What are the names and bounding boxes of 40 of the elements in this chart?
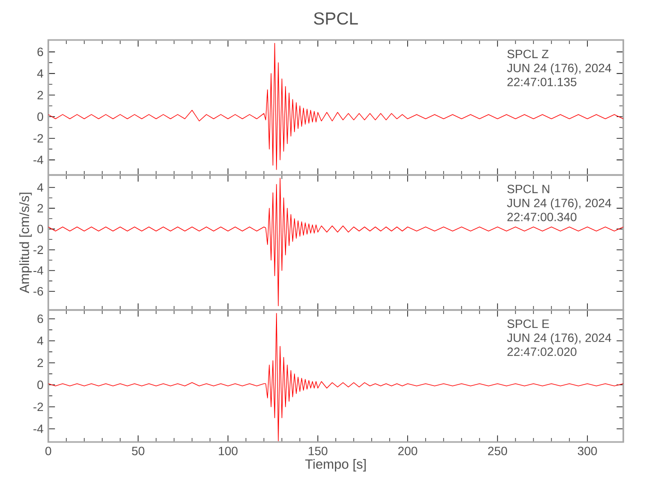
x-tick-label: 300: [578, 446, 597, 456]
y-tick-label: 0: [37, 224, 44, 234]
y-tick-label: 4: [37, 69, 44, 78]
x-tick-label: 50: [132, 446, 144, 456]
annotation: SPCL N: [507, 184, 550, 194]
y-tick-label: 0: [37, 112, 44, 121]
y-tick-label: -4: [33, 266, 44, 275]
annotation: 22:47:01.135: [507, 78, 576, 86]
y-axis-title: Amplitud [cm/s/s]: [19, 192, 32, 294]
x-tick-label: 0: [45, 446, 52, 456]
y-tick-label: -6: [33, 287, 44, 296]
y-tick-label: -4: [33, 156, 44, 164]
x-tick-label: 100: [218, 446, 238, 456]
x-tick-label: 250: [488, 446, 508, 456]
y-tick-label: -4: [33, 424, 44, 433]
y-tick-label: 2: [38, 358, 43, 367]
y-tick-label: 2: [38, 90, 43, 100]
y-tick-label: 4: [37, 336, 44, 345]
x-tick-label: 150: [308, 446, 328, 456]
annotation: JUN 24 (176), 2024: [507, 198, 612, 210]
y-tick-label: -2: [33, 402, 43, 411]
annotation: SPCL E: [507, 320, 549, 328]
line-series: [48, 312, 624, 442]
chart-title: SPCL: [314, 12, 358, 25]
y-tick-label: 0: [37, 380, 44, 390]
x-tick-label: 200: [398, 446, 418, 456]
y-tick-label: 4: [37, 183, 44, 192]
annotation: 22:47:00.340: [507, 212, 576, 222]
y-tick-label: -2: [33, 134, 43, 142]
x-axis-title: Tiempo [s]: [305, 459, 366, 472]
annotation: SPCL Z: [507, 50, 548, 58]
y-tick-label: 2: [38, 204, 43, 212]
y-tick-label: -2: [33, 246, 43, 254]
y-tick-label: 6: [38, 48, 44, 56]
line-series: [48, 42, 624, 170]
annotation: JUN 24 (176), 2024: [507, 63, 612, 75]
annotation: 22:47:02.020: [507, 348, 576, 356]
annotation: JUN 24 (176), 2024: [507, 333, 612, 344]
line-series: [48, 178, 624, 306]
y-tick-label: 6: [38, 314, 44, 324]
